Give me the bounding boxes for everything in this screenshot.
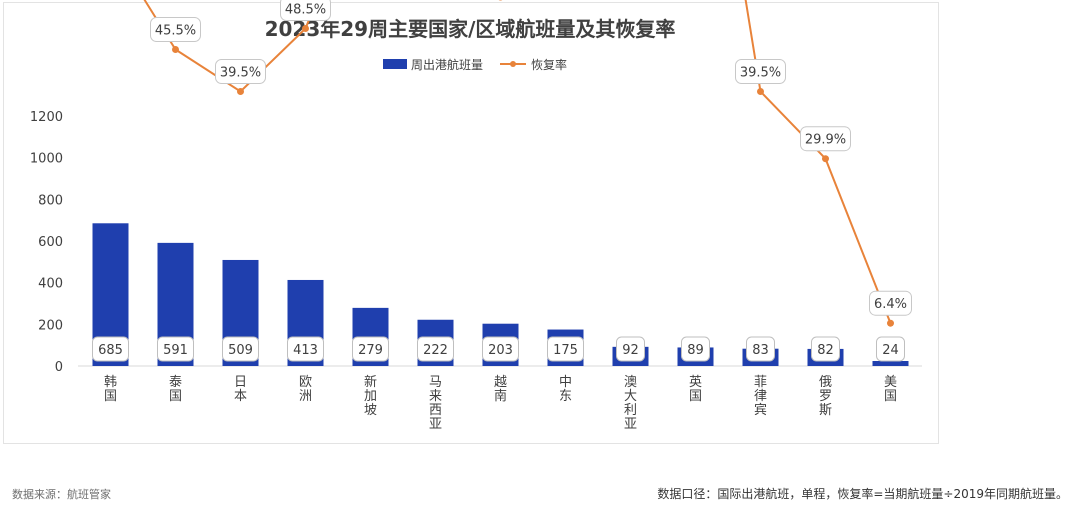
y-tick-label: 1200 — [30, 110, 63, 125]
bar-value-label-box — [482, 336, 519, 362]
bar-value-label: 89 — [687, 343, 704, 358]
rate-label: 29.9% — [805, 133, 846, 148]
data-source-note: 数据来源：航班管家 — [12, 488, 111, 501]
x-tick-label: 泰国 — [169, 375, 182, 404]
bar-value-label: 685 — [98, 343, 123, 358]
bar-value-label-box — [746, 336, 775, 362]
rate-label-box — [150, 17, 201, 42]
line-point — [887, 319, 894, 327]
bar-value-label: 591 — [163, 343, 188, 358]
y-axis: 0 200 400 600 800 1000 1200 — [30, 110, 63, 375]
x-tick-label: 俄罗斯 — [819, 375, 832, 418]
x-tick-label: 欧洲 — [299, 375, 312, 404]
bar-value-label-box — [417, 336, 454, 362]
x-tick-label: 美国 — [884, 375, 897, 404]
legend: 周出港航班量 恢复率 — [383, 57, 567, 72]
bar-value-label-box — [876, 336, 905, 362]
chart-svg: 2023年29周主要国家/区域航班量及其恢复率 周出港航班量 恢复率 0 200 4… — [30, 0, 922, 432]
bar-value-label: 203 — [488, 343, 513, 358]
line-point — [822, 155, 829, 163]
x-tick-label: 中东 — [559, 375, 572, 404]
rate-label: 48.5% — [285, 3, 326, 18]
y-tick-label: 800 — [38, 193, 63, 208]
x-tick-label: 新加坡 — [364, 374, 377, 418]
bar-value-label: 82 — [817, 343, 834, 358]
bar-value-label-box — [547, 336, 584, 362]
rate-label: 39.5% — [220, 66, 261, 81]
bar — [872, 361, 909, 366]
bar-series: 685 591 509 413 279 222 203 175 92 89 83 82 24 — [92, 223, 909, 366]
legend-bar-swatch — [383, 59, 407, 69]
y-tick-label: 200 — [38, 318, 63, 333]
rate-label: 6.4% — [874, 297, 907, 312]
rate-label: 45.5% — [155, 24, 196, 39]
x-tick-label: 英国 — [689, 375, 702, 404]
rate-label: 39.5% — [740, 66, 781, 81]
x-tick-label: 澳大利亚 — [624, 374, 637, 432]
bar-value-label-box — [287, 336, 324, 362]
bar-value-label: 279 — [358, 343, 383, 358]
x-tick-label: 日本 — [234, 375, 247, 404]
bar-value-label: 413 — [293, 343, 318, 358]
legend-bar-label: 周出港航班量 — [411, 57, 483, 72]
bar-value-label-box — [222, 336, 259, 362]
x-axis-labels: 韩国 泰国 日本 欧洲 新加坡 马来西亚 越南 中东 澳大利亚 英国 菲律宾 俄罗斯 美国 — [104, 374, 897, 432]
rate-label-box — [735, 59, 786, 84]
bar-value-label: 24 — [882, 343, 899, 358]
line-point — [757, 88, 764, 95]
line-point — [172, 46, 179, 53]
bar-value-label-box — [352, 336, 389, 362]
line-point — [237, 88, 244, 95]
bar-value-label: 222 — [423, 343, 448, 358]
x-tick-label: 越南 — [494, 375, 507, 404]
chart-title: 2023年29周主要国家/区域航班量及其恢复率 — [265, 17, 676, 41]
line-point — [498, 0, 503, 1]
x-tick-label: 菲律宾 — [754, 375, 767, 418]
rate-label-box — [869, 290, 912, 316]
data-definition-note: 数据口径：国际出港航班，单程，恢复率=当期航班量÷2019年同期航班量。 — [657, 487, 1068, 501]
bar-value-label-box — [157, 336, 194, 362]
rate-label-box — [215, 59, 266, 84]
y-tick-label: 0 — [55, 360, 63, 375]
bar-value-label: 92 — [622, 343, 639, 358]
bar-value-label-box — [811, 336, 840, 362]
bar-value-label: 509 — [228, 343, 253, 358]
bar-value-label-box — [92, 336, 129, 362]
bar-value-label: 83 — [752, 343, 769, 358]
rate-label-box — [280, 0, 331, 21]
y-tick-label: 400 — [38, 277, 63, 292]
bar-value-label: 175 — [553, 343, 578, 358]
y-tick-label: 600 — [38, 235, 63, 250]
legend-line-label: 恢复率 — [531, 57, 567, 72]
x-tick-label: 马来西亚 — [429, 375, 442, 432]
rate-label-box — [800, 126, 851, 152]
line-point — [302, 25, 309, 32]
bar-value-label-box — [681, 336, 710, 362]
x-tick-label: 韩国 — [104, 375, 117, 404]
bar-value-label-box — [616, 336, 645, 362]
legend-line-marker — [510, 61, 516, 67]
y-tick-label: 1000 — [30, 152, 63, 167]
line-series: 60.4%45.5%39.5%48.5%71.5%58.6%53.0%75.8%… — [143, 0, 912, 327]
